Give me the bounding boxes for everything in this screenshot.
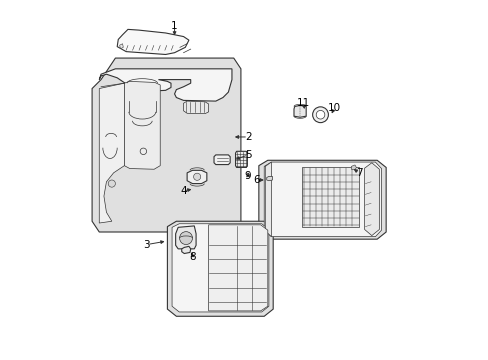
Polygon shape [351, 165, 356, 170]
Text: 10: 10 [327, 103, 340, 113]
Circle shape [108, 180, 115, 187]
Polygon shape [235, 151, 247, 167]
Polygon shape [120, 44, 123, 49]
Polygon shape [293, 105, 305, 117]
Polygon shape [183, 101, 208, 114]
Polygon shape [172, 224, 268, 312]
Polygon shape [258, 160, 386, 239]
Polygon shape [187, 170, 206, 184]
Polygon shape [92, 58, 241, 232]
Polygon shape [124, 81, 160, 169]
Text: 2: 2 [244, 132, 251, 142]
Polygon shape [208, 225, 267, 311]
Polygon shape [264, 162, 381, 237]
Polygon shape [167, 221, 273, 316]
Text: 3: 3 [143, 239, 150, 249]
Text: 6: 6 [253, 175, 260, 185]
Text: 7: 7 [355, 168, 362, 178]
Polygon shape [301, 167, 359, 226]
Text: 4: 4 [180, 186, 186, 196]
Text: 11: 11 [296, 98, 310, 108]
Polygon shape [117, 30, 188, 54]
Circle shape [193, 173, 201, 180]
Polygon shape [214, 155, 230, 165]
Text: 8: 8 [189, 252, 195, 262]
Circle shape [312, 107, 328, 123]
Polygon shape [99, 69, 231, 101]
Text: 5: 5 [244, 150, 251, 160]
Polygon shape [99, 83, 124, 223]
Polygon shape [364, 163, 379, 235]
Polygon shape [266, 176, 272, 181]
Text: 9: 9 [244, 171, 251, 181]
Circle shape [316, 111, 324, 119]
Polygon shape [182, 246, 190, 253]
Circle shape [179, 231, 192, 244]
Polygon shape [265, 162, 271, 237]
Text: 1: 1 [171, 21, 178, 31]
Polygon shape [175, 226, 196, 249]
